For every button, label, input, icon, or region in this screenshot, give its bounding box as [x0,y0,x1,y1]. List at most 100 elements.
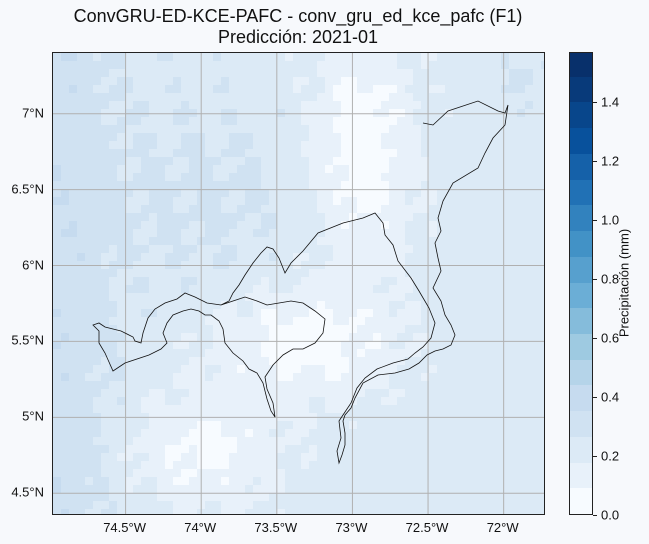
precip-cell [237,285,245,293]
precip-cell [285,509,293,514]
precip-cell [285,445,293,453]
precip-cell [285,501,293,509]
precip-cell [501,501,509,509]
precip-cell [309,365,317,373]
precip-cell [181,93,189,101]
precip-cell [229,53,237,61]
precip-cell [237,493,245,501]
precip-cell [205,69,213,77]
precip-cell [453,333,461,341]
precip-cell [173,229,181,237]
precip-cell [429,77,437,85]
precip-cell [325,269,333,277]
precip-cell [517,165,525,173]
precip-cell [133,117,141,125]
precip-cell [205,357,213,365]
precip-cell [453,213,461,221]
precip-cell [229,317,237,325]
precip-cell [85,109,93,117]
precip-cell [277,181,285,189]
precip-cell [269,501,277,509]
precip-cell [365,189,373,197]
precip-cell [349,421,357,429]
precip-cell [421,93,429,101]
precip-cell [165,389,173,397]
precip-cell [317,157,325,165]
precip-cell [381,165,389,173]
precip-cell [285,181,293,189]
precip-cell [253,285,261,293]
precip-cell [525,85,533,93]
precip-cell [205,317,213,325]
precip-cell [221,141,229,149]
precip-cell [333,133,341,141]
map-panel[interactable] [52,52,545,515]
precip-cell [61,349,69,357]
precip-cell [485,429,493,437]
precip-cell [165,109,173,117]
precip-cell [133,325,141,333]
precip-cell [445,333,453,341]
precip-cell [501,325,509,333]
precip-cell [269,229,277,237]
precip-cell [309,53,317,61]
precip-cell [485,309,493,317]
precip-cell [477,405,485,413]
precip-cell [157,221,165,229]
precip-cell [85,509,93,514]
precip-cell [261,189,269,197]
precip-cell [285,429,293,437]
precip-cell [405,373,413,381]
precip-cell [525,309,533,317]
precip-cell [261,493,269,501]
precip-cell [253,189,261,197]
precip-cell [349,61,357,69]
precip-cell [469,333,477,341]
precip-cell [341,365,349,373]
precip-cell [125,341,133,349]
precip-cell [325,253,333,261]
precip-cell [461,421,469,429]
precip-cell [213,341,221,349]
precip-cell [77,349,85,357]
precip-cell [85,421,93,429]
precip-cell [421,157,429,165]
precip-cell [509,429,517,437]
precip-cell [389,93,397,101]
precip-cell [389,189,397,197]
precip-cell [109,189,117,197]
precip-cell [117,429,125,437]
precip-cell [405,61,413,69]
precip-cell [357,509,365,514]
precip-cell [493,253,501,261]
precip-cell [253,237,261,245]
precip-cell [261,61,269,69]
precip-cell [261,397,269,405]
precip-cell [325,453,333,461]
precip-cell [189,277,197,285]
precip-cell [117,133,125,141]
precip-cell [141,53,149,61]
precip-cell [109,173,117,181]
precip-cell [349,501,357,509]
precip-cell [213,165,221,173]
precip-cell [453,317,461,325]
precip-cell [469,53,477,61]
precip-cell [109,149,117,157]
precip-cell [69,349,77,357]
precip-cell [93,157,101,165]
precip-cell [485,77,493,85]
precip-cell [373,141,381,149]
precip-cell [149,61,157,69]
precip-cell [229,333,237,341]
precip-cell [61,461,69,469]
precip-cell [501,93,509,101]
precip-cell [421,301,429,309]
title-line-1: ConvGRU-ED-KCE-PAFC - conv_gru_ed_kce_pa… [73,6,523,26]
precip-cell [333,53,341,61]
precip-cell [237,205,245,213]
precip-cell [325,277,333,285]
precip-cell [213,77,221,85]
precip-cell [469,133,477,141]
precip-cell [277,461,285,469]
